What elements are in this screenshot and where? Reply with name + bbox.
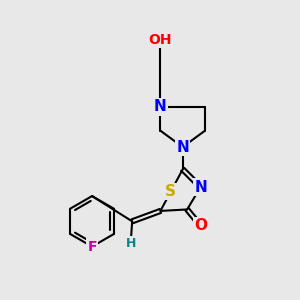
Text: N: N <box>194 180 207 195</box>
Text: F: F <box>87 240 97 254</box>
Text: S: S <box>165 184 176 199</box>
Text: N: N <box>176 140 189 154</box>
Text: N: N <box>154 99 167 114</box>
Text: O: O <box>194 218 207 233</box>
Text: H: H <box>125 237 136 250</box>
Text: OH: OH <box>149 33 172 47</box>
